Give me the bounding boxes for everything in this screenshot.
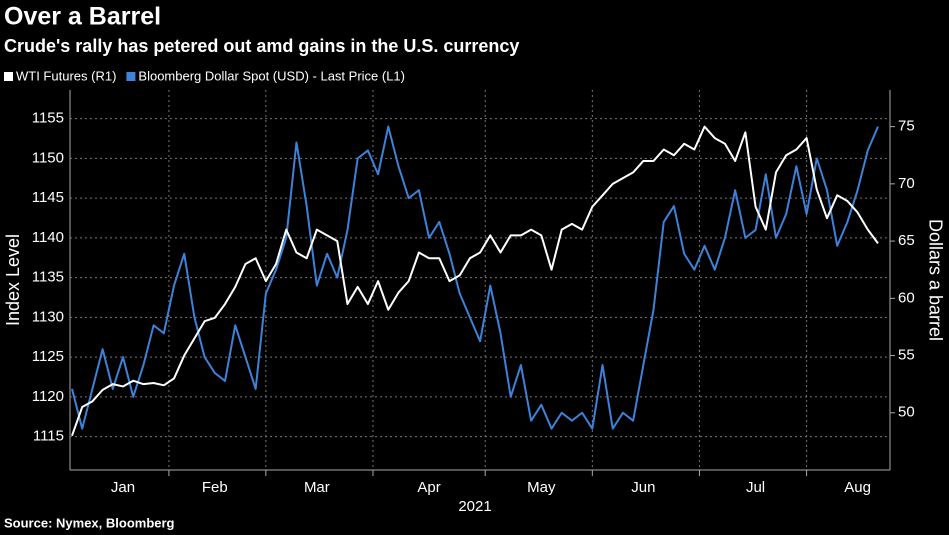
legend-label: WTI Futures (R1) [16, 68, 116, 83]
y-tick-label: 1125 [32, 348, 64, 365]
y2-tick-label: 60 [898, 289, 915, 306]
x-tick-label: Apr [417, 479, 440, 496]
y-tick-label: 1145 [32, 189, 64, 206]
y-tick-label: 1155 [32, 110, 64, 127]
y-tick-label: 1140 [32, 229, 64, 246]
x-tick-label: May [527, 479, 556, 496]
y-tick-label: 1115 [33, 428, 64, 445]
y2-tick-label: 70 [898, 175, 915, 192]
x-tick-label: Jul [746, 479, 765, 496]
x-tick-label: Jun [631, 479, 655, 496]
y2-axis-label: Dollars a barrel [925, 219, 945, 341]
y2-tick-label: 75 [898, 118, 915, 135]
series-line [71, 125, 879, 430]
chart-title: Over a Barrel [4, 3, 161, 31]
y-tick-label: 1120 [32, 388, 64, 405]
y-tick-label: 1135 [32, 269, 64, 286]
chart-subtitle: Crude's rally has petered out amd gains … [4, 36, 519, 56]
y-tick-label: 1130 [32, 308, 64, 325]
x-tick-label: Aug [844, 479, 871, 496]
y2-tick-label: 50 [898, 404, 915, 421]
x-tick-label: Jan [111, 479, 135, 496]
y2-tick-label: 55 [898, 347, 915, 364]
legend-swatch [4, 72, 13, 81]
legend-swatch [126, 72, 136, 81]
series-line [71, 125, 879, 436]
x-tick-label: Feb [202, 479, 228, 496]
x-axis-label: 2021 [458, 498, 491, 515]
x-tick-label: Mar [304, 479, 330, 496]
source: Source: Nymex, Bloomberg [4, 515, 175, 530]
y2-tick-label: 65 [898, 232, 915, 249]
y-axis-label: Index Level [3, 234, 23, 326]
legend-label: Bloomberg Dollar Spot (USD) - Last Price… [138, 68, 405, 83]
y-tick-label: 1150 [32, 149, 64, 166]
